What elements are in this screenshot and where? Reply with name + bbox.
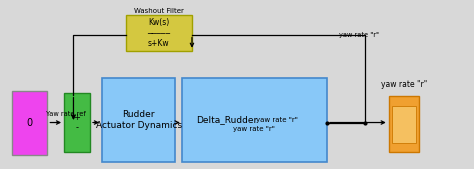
Bar xyxy=(126,15,192,51)
Bar xyxy=(182,78,327,162)
Text: +
-: + - xyxy=(73,113,81,132)
Bar xyxy=(64,93,90,152)
Text: yaw rate "r": yaw rate "r" xyxy=(381,80,427,89)
Bar xyxy=(389,96,419,152)
Text: yaw rate "r": yaw rate "r" xyxy=(339,32,379,38)
Text: Yaw rate ref: Yaw rate ref xyxy=(46,111,86,117)
Text: yaw rate "r": yaw rate "r" xyxy=(233,126,274,132)
Bar xyxy=(392,106,416,143)
Text: Rudder
Actuator Dynamics: Rudder Actuator Dynamics xyxy=(96,110,182,130)
Bar xyxy=(102,78,175,162)
Text: yaw rate "r": yaw rate "r" xyxy=(255,117,297,123)
Bar xyxy=(12,91,47,155)
Text: Washout Filter: Washout Filter xyxy=(134,8,184,14)
Text: 0: 0 xyxy=(27,118,33,128)
Text: Delta_Rudder: Delta_Rudder xyxy=(196,115,257,125)
Text: Kw(s)
─────
s+Kw: Kw(s) ───── s+Kw xyxy=(147,18,170,48)
